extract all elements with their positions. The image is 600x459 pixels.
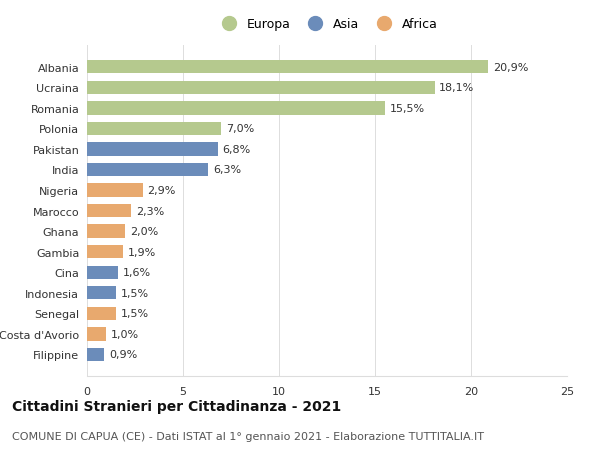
Text: 1,6%: 1,6% (122, 268, 151, 278)
Text: Cittadini Stranieri per Cittadinanza - 2021: Cittadini Stranieri per Cittadinanza - 2… (12, 399, 341, 413)
Bar (87, 123, 221, 136)
Bar (87, 61, 488, 74)
Text: 1,5%: 1,5% (121, 288, 149, 298)
Bar (87, 286, 116, 300)
Text: 2,9%: 2,9% (148, 185, 176, 196)
Bar (87, 81, 434, 95)
Text: 1,5%: 1,5% (121, 309, 149, 319)
Text: 1,0%: 1,0% (111, 329, 139, 339)
Bar (87, 266, 118, 280)
Bar (87, 143, 218, 156)
Text: 18,1%: 18,1% (439, 83, 475, 93)
Bar (87, 328, 106, 341)
Bar (87, 102, 385, 115)
Bar (87, 204, 131, 218)
Text: 6,8%: 6,8% (223, 145, 251, 155)
Text: 6,3%: 6,3% (213, 165, 241, 175)
Bar (87, 246, 124, 259)
Text: 7,0%: 7,0% (226, 124, 254, 134)
Text: COMUNE DI CAPUA (CE) - Dati ISTAT al 1° gennaio 2021 - Elaborazione TUTTITALIA.I: COMUNE DI CAPUA (CE) - Dati ISTAT al 1° … (12, 431, 484, 442)
Text: 0,9%: 0,9% (109, 350, 137, 360)
Bar (87, 163, 208, 177)
Text: 20,9%: 20,9% (493, 62, 529, 73)
Text: 1,9%: 1,9% (128, 247, 157, 257)
Text: 2,0%: 2,0% (130, 227, 158, 237)
Text: 2,3%: 2,3% (136, 206, 164, 216)
Text: 15,5%: 15,5% (389, 104, 425, 113)
Bar (87, 225, 125, 238)
Bar (87, 348, 104, 361)
Legend: Europa, Asia, Africa: Europa, Asia, Africa (212, 13, 443, 36)
Bar (87, 184, 143, 197)
Bar (87, 307, 116, 320)
